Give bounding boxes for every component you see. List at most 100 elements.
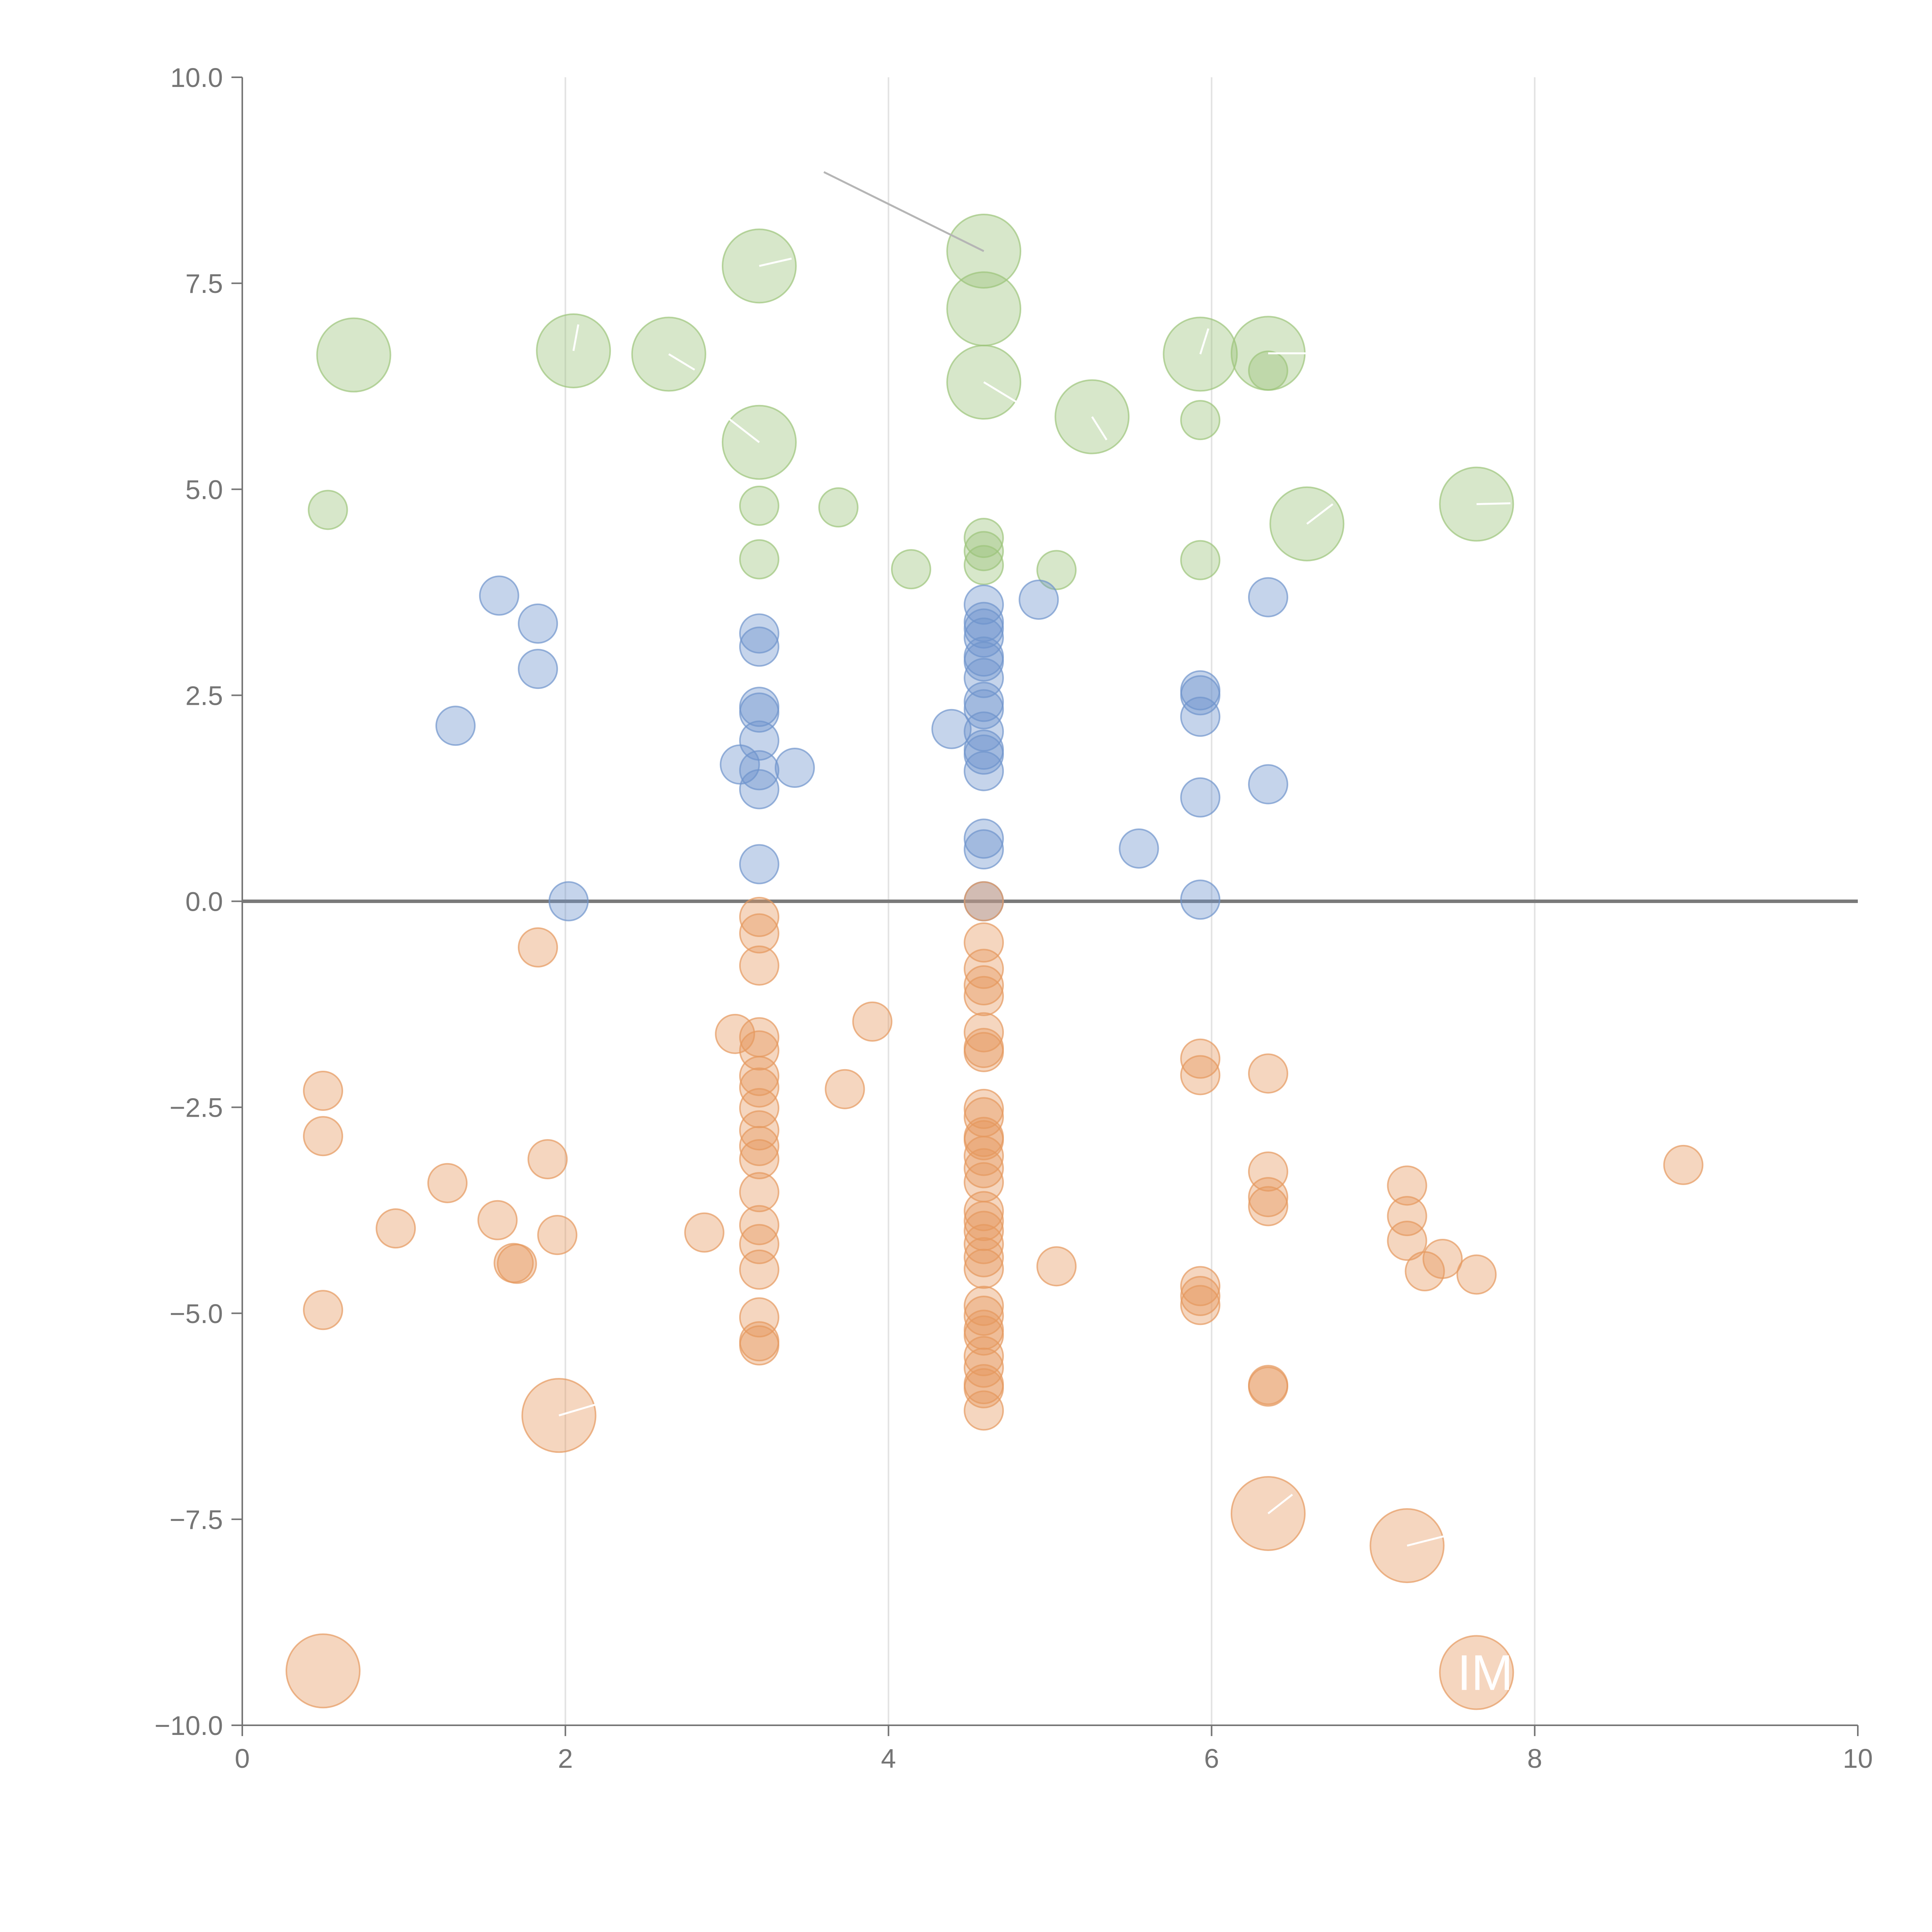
orange-bubble-66	[964, 1368, 1004, 1408]
orange-bubble-36	[825, 1069, 865, 1109]
orange-bubble-35	[739, 1325, 779, 1366]
orange-bubble-63	[964, 1336, 1004, 1376]
blue-bubble-8	[739, 692, 779, 733]
orange-bubble-0	[286, 1633, 361, 1709]
orange-bubble-13	[518, 927, 558, 968]
leader-line-12	[1267, 1493, 1293, 1514]
blue-bubble-39	[1248, 577, 1288, 617]
orange-bubble-86	[1663, 1145, 1704, 1185]
orange-bubble-72	[1180, 1276, 1221, 1316]
green-bubble-14	[739, 485, 779, 526]
orange-bubble-68	[1036, 1246, 1077, 1287]
orange-bubble-28	[739, 1139, 779, 1179]
bubble-series	[286, 213, 1704, 1710]
blue-bubble-22	[964, 658, 1004, 698]
leader-line-3	[668, 353, 695, 371]
orange-bubble-74	[1248, 1053, 1288, 1094]
orange-bubble-5	[303, 1070, 344, 1111]
orange-bubble-20	[739, 945, 779, 986]
orange-bubble-82	[1387, 1221, 1427, 1261]
blue-bubble-5	[739, 613, 779, 654]
x-tick-label: 6	[1204, 1743, 1219, 1774]
leader-line-6	[1091, 416, 1107, 440]
blue-bubble-36	[1180, 696, 1221, 737]
blue-bubble-37	[1180, 777, 1221, 818]
orange-bubble-45	[964, 1032, 1004, 1072]
green-bubble-13	[308, 490, 348, 530]
blue-bubble-18	[964, 608, 1004, 649]
blue-bubble-32	[1019, 580, 1059, 620]
green-bubble-24	[1248, 350, 1288, 391]
orange-bubble-58	[964, 1248, 1004, 1289]
blue-bubble-38	[1180, 879, 1221, 920]
leader-line-2	[572, 324, 580, 351]
orange-bubble-57	[964, 1237, 1004, 1277]
orange-bubble-33	[739, 1297, 779, 1338]
y-tick-label: 5.0	[185, 474, 223, 505]
blue-bubble-16	[964, 584, 1004, 625]
y-tick-label: −7.5	[170, 1505, 223, 1535]
y-tick-label: −5.0	[170, 1299, 223, 1329]
orange-bubble-41	[964, 965, 1004, 1006]
blue-bubble-25	[964, 711, 1004, 752]
orange-bubble-79	[1248, 1366, 1288, 1407]
orange-bubble-4	[1439, 1635, 1514, 1710]
leader-line-11	[558, 1403, 598, 1417]
orange-bubble-70	[1180, 1055, 1221, 1095]
y-tick-label: 10.0	[170, 63, 223, 93]
orange-bubble-56	[964, 1224, 1004, 1264]
green-bubble-3	[721, 228, 797, 304]
orange-bubble-49	[964, 1120, 1004, 1160]
orange-bubble-12	[497, 1243, 537, 1284]
y-tick-label: −2.5	[170, 1093, 223, 1123]
x-tick-label: 4	[881, 1743, 896, 1774]
orange-bubble-29	[739, 1172, 779, 1213]
leader-lines	[558, 171, 1511, 1547]
blue-bubble-14	[739, 844, 779, 884]
green-bubble-15	[739, 539, 779, 580]
orange-bubble-10	[477, 1200, 518, 1240]
orange-bubble-80	[1387, 1165, 1427, 1206]
blue-bubble-1	[518, 603, 558, 644]
orange-bubble-46	[964, 1088, 1004, 1129]
leader-line-5	[983, 381, 1019, 404]
leader-line-10	[1476, 502, 1511, 505]
blue-bubble-15	[931, 709, 972, 749]
leader-line-1	[759, 257, 792, 267]
orange-bubble-69	[1180, 1038, 1221, 1079]
green-bubble-19	[964, 531, 1004, 571]
x-tick-label: 0	[235, 1743, 250, 1774]
blue-bubble-27	[964, 734, 1004, 775]
x-tick-label: 8	[1527, 1743, 1542, 1774]
orange-bubble-16	[684, 1212, 724, 1253]
y-tick-label: −10.0	[155, 1711, 223, 1741]
orange-bubble-18	[739, 897, 779, 937]
blue-bubble-29	[964, 818, 1004, 859]
orange-bubble-23	[739, 1056, 779, 1096]
green-bubble-21	[1036, 550, 1077, 590]
blue-bubble-28	[964, 751, 1004, 791]
green-bubble-22	[1180, 400, 1221, 440]
y-tick-label: 7.5	[185, 269, 223, 299]
orange-bubble-81	[1387, 1196, 1427, 1236]
y-tick-label: 2.5	[185, 680, 223, 711]
blue-bubble-40	[1248, 764, 1288, 804]
orange-bubble-7	[303, 1290, 344, 1330]
blue-bubble-6	[739, 626, 779, 667]
orange-bubble-62	[964, 1315, 1004, 1356]
blue-bubble-21	[964, 641, 1004, 682]
orange-bubble-54	[964, 1201, 1004, 1241]
orange-bubble-76	[1248, 1177, 1288, 1218]
blue-bubble-4	[548, 881, 589, 922]
orange-bubble-38	[964, 881, 1004, 922]
annotations: IM	[1457, 1645, 1513, 1701]
green-bubble-20	[964, 545, 1004, 585]
leader-line-9	[1306, 503, 1333, 525]
blue-bubble-12	[774, 748, 815, 788]
orange-bubble-84	[1422, 1239, 1463, 1279]
leader-line-4	[718, 410, 760, 443]
blue-bubble-7	[739, 687, 779, 727]
blue-bubble-24	[964, 689, 1004, 730]
green-bubble-0	[316, 317, 391, 393]
